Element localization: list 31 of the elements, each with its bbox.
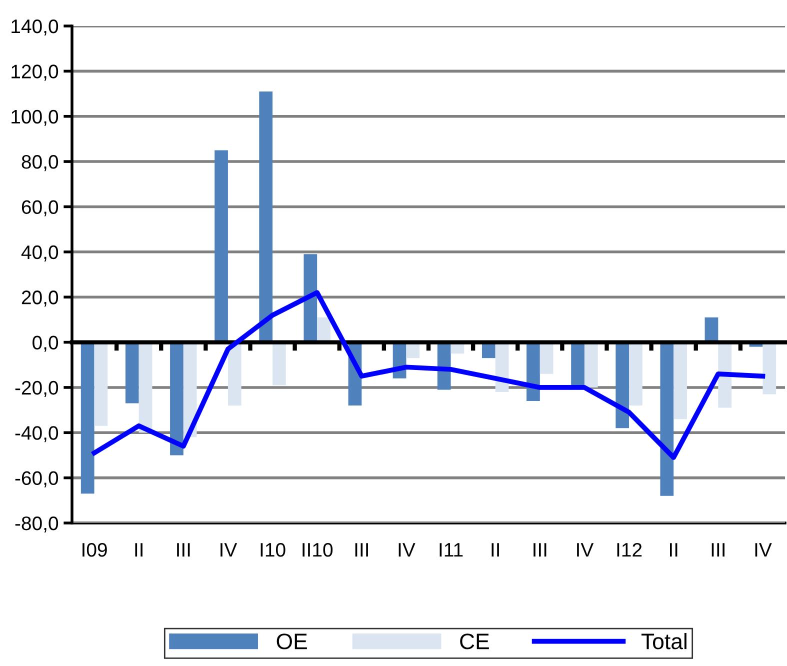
y-tick-label: -40,0	[15, 426, 58, 442]
x-tick-label: III	[534, 543, 546, 557]
y-tick-label: 120,0	[12, 64, 58, 81]
legend-label: OE	[276, 634, 307, 650]
legend-label: Total	[641, 632, 686, 650]
x-tick-label: I12	[617, 542, 642, 557]
y-tick-label: -20,0	[15, 380, 58, 397]
x-tick-label: IV	[755, 543, 772, 557]
y-tick-label: 0,0	[32, 336, 58, 352]
y-tick-label: 80,0	[22, 155, 58, 172]
x-tick-label: II	[670, 543, 678, 557]
x-tick-label: III	[177, 543, 190, 557]
x-tick-label: IV	[398, 543, 416, 557]
y-tick-label: 40,0	[21, 245, 58, 262]
y-tick-label: -60,0	[15, 471, 58, 488]
x-tick-label: III	[712, 543, 724, 557]
x-tick-label: I11	[440, 543, 463, 557]
y-tick-label: 140,0	[12, 19, 58, 36]
x-tick-label: II10	[302, 542, 333, 557]
x-tick-label: II	[492, 543, 499, 557]
x-tick-label: IV	[577, 543, 594, 557]
y-tick-label: 60,0	[22, 200, 58, 216]
x-tick-label: II	[135, 543, 142, 557]
legend-label: CE	[460, 634, 489, 650]
y-tick-label: 100,0	[12, 110, 58, 126]
y-tick-label: -80,0	[15, 516, 58, 533]
x-tick-label: I09	[82, 542, 107, 557]
x-tick-label: IV	[220, 543, 238, 557]
x-tick-label: I10	[260, 542, 286, 557]
y-tick-label: 20,0	[22, 290, 58, 307]
x-tick-label: III	[355, 543, 368, 557]
